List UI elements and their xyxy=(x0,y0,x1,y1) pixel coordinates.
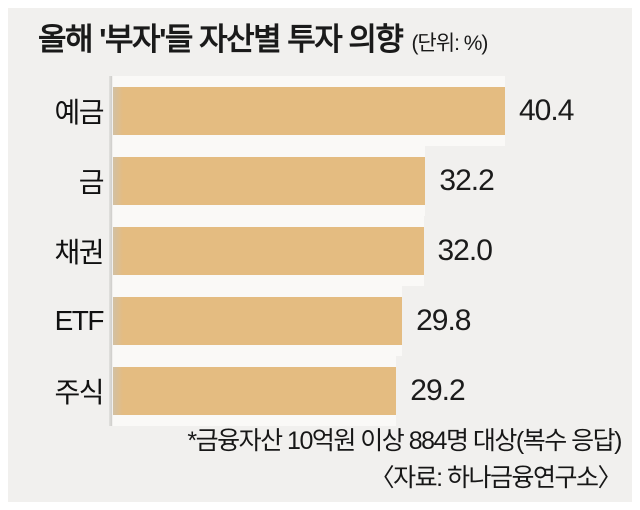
bar-row: 금 32.2 xyxy=(8,146,632,216)
source-label: 〈자료: 하나금융연구소〉 xyxy=(369,464,623,492)
chart-title: 올해 '부자'들 자산별 투자 의향 xyxy=(38,22,404,57)
bar-area: 29.2 xyxy=(113,367,632,415)
value-label: 29.2 xyxy=(410,374,465,407)
bar xyxy=(113,87,505,135)
bar-row: ETF 29.8 xyxy=(8,286,632,356)
bar xyxy=(113,297,403,345)
bar-area: 32.2 xyxy=(113,157,632,205)
bar xyxy=(113,227,424,275)
value-label: 29.8 xyxy=(416,304,471,337)
value-label: 40.4 xyxy=(519,94,574,127)
value-label: 32.2 xyxy=(439,164,494,197)
unit-label: (단위: %) xyxy=(411,32,488,55)
bar-row: 예금 40.4 xyxy=(8,76,632,146)
category-label: 금 xyxy=(78,167,105,198)
bar xyxy=(113,367,397,415)
category-label: 채권 xyxy=(54,237,104,268)
bar-area: 40.4 xyxy=(113,87,632,135)
bar-area: 32.0 xyxy=(113,227,632,275)
bar-chart: 예금 40.4 금 32.2 채권 32.0 ETF 29.8 주식 29.2 xyxy=(8,76,632,426)
axis-line xyxy=(109,76,112,426)
category-label: ETF xyxy=(54,305,105,336)
footnote: *금융자산 10억원 이상 884명 대상(복수 응답) xyxy=(187,427,622,455)
bar xyxy=(113,157,426,205)
chart-header: 올해 '부자'들 자산별 투자 의향 (단위: %) xyxy=(8,8,632,63)
category-label: 주식 xyxy=(54,377,104,408)
bar-area: 29.8 xyxy=(113,297,632,345)
category-label: 예금 xyxy=(54,97,104,128)
chart-footer: *금융자산 10억원 이상 884명 대상(복수 응답) 〈자료: 하나금융연구… xyxy=(187,423,623,497)
value-label: 32.0 xyxy=(437,234,493,267)
bar-row: 채권 32.0 xyxy=(8,216,632,286)
bar-row: 주식 29.2 xyxy=(8,356,632,426)
